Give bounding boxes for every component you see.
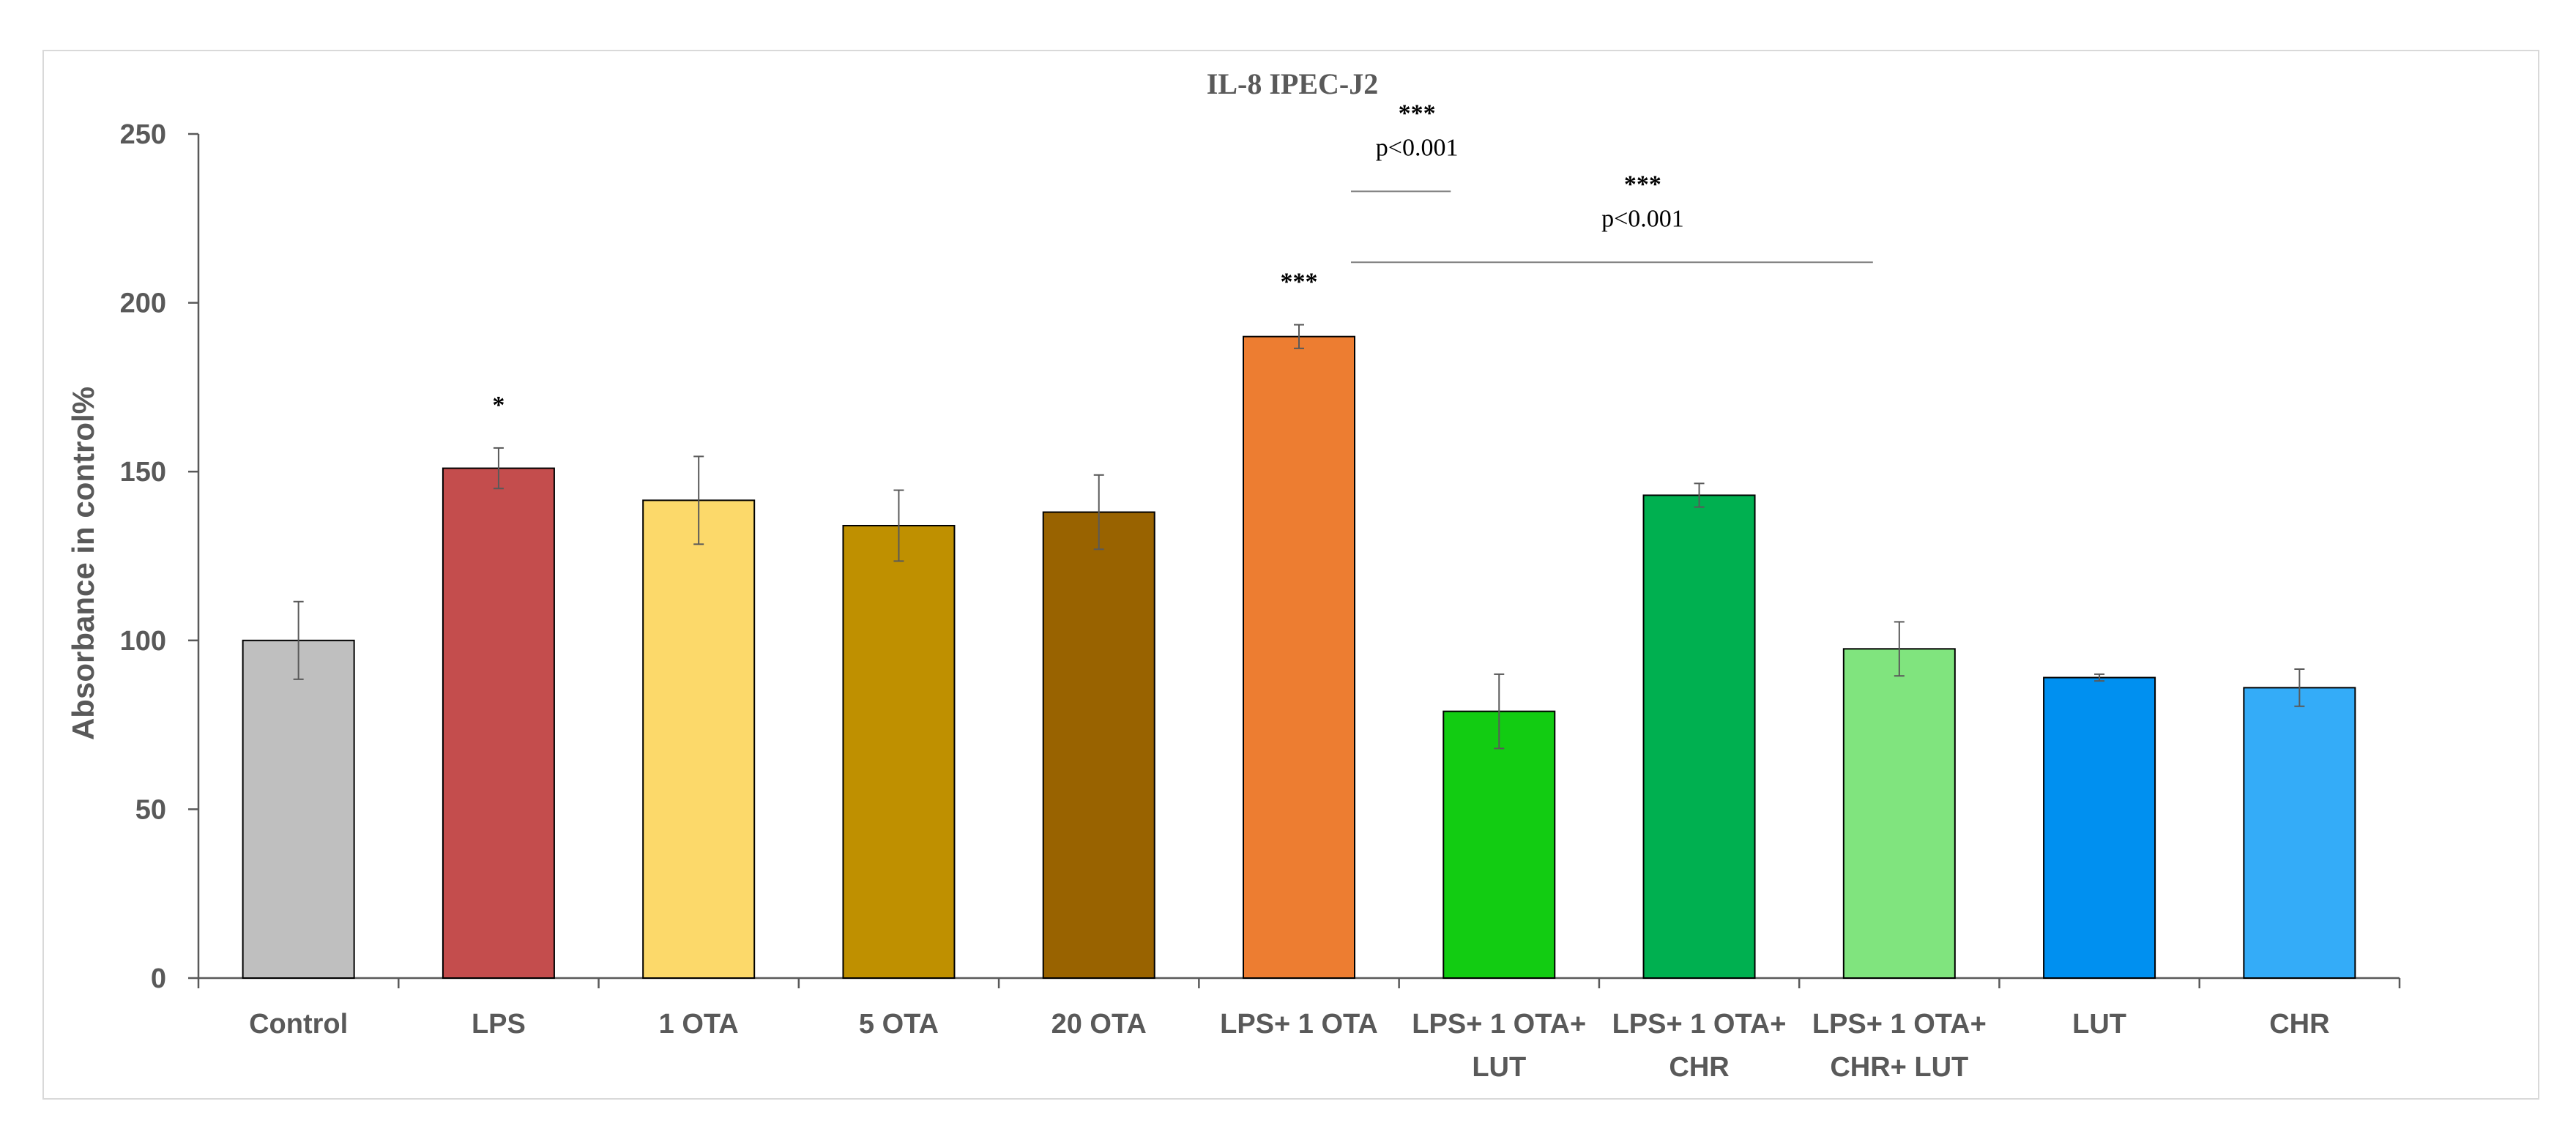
significance-marker: * xyxy=(492,392,505,419)
y-axis-title: Absorbance in control% xyxy=(66,387,100,740)
y-tick-label: 250 xyxy=(120,119,166,150)
y-tick-label: 50 xyxy=(135,794,166,825)
y-tick-label: 200 xyxy=(120,288,166,319)
x-category-label: 1 OTA xyxy=(659,1009,739,1040)
x-category-label: CHR+ LUT xyxy=(1830,1052,1968,1083)
comparison-stars: *** xyxy=(1624,171,1661,198)
x-category-label: LPS+ 1 OTA+ xyxy=(1612,1009,1787,1040)
comparison-stars: *** xyxy=(1399,100,1436,127)
x-category-label: LPS+ 1 OTA+ xyxy=(1812,1009,1987,1040)
x-category-label: CHR xyxy=(2269,1009,2329,1040)
x-category-label: LPS+ 1 OTA xyxy=(1220,1009,1378,1040)
chart-title: IL-8 IPEC-J2 xyxy=(1207,67,1378,100)
x-category-label: LPS xyxy=(472,1009,526,1040)
comparison-p-value: p<0.001 xyxy=(1601,205,1684,232)
x-category-label: Control xyxy=(249,1009,348,1040)
x-category-label: 5 OTA xyxy=(859,1009,939,1040)
y-tick-label: 100 xyxy=(120,626,166,657)
bar xyxy=(1042,511,1155,979)
bar xyxy=(242,639,355,979)
comparison-p-value: p<0.001 xyxy=(1376,134,1459,161)
bar xyxy=(442,467,555,979)
x-category-label: LUT xyxy=(2072,1009,2126,1040)
bar xyxy=(2043,676,2156,979)
x-category-label: LPS+ 1 OTA+ xyxy=(1412,1009,1586,1040)
bar xyxy=(1642,494,1756,979)
bar xyxy=(2243,687,2356,979)
bar xyxy=(1842,648,1956,980)
significance-marker: *** xyxy=(1281,269,1318,296)
x-category-label: CHR xyxy=(1669,1052,1729,1083)
x-category-label: 20 OTA xyxy=(1051,1009,1147,1040)
bar xyxy=(1243,335,1355,980)
bar xyxy=(1443,710,1556,979)
y-tick-label: 0 xyxy=(151,963,166,994)
x-category-label: LUT xyxy=(1472,1052,1526,1083)
y-tick-label: 150 xyxy=(120,457,166,488)
plot-area: 0 50 100 150 200 250 Control LPS 1 OTA 5 OTA 20 OT… xyxy=(120,100,2401,1083)
bar xyxy=(642,499,756,979)
bar xyxy=(842,524,956,979)
